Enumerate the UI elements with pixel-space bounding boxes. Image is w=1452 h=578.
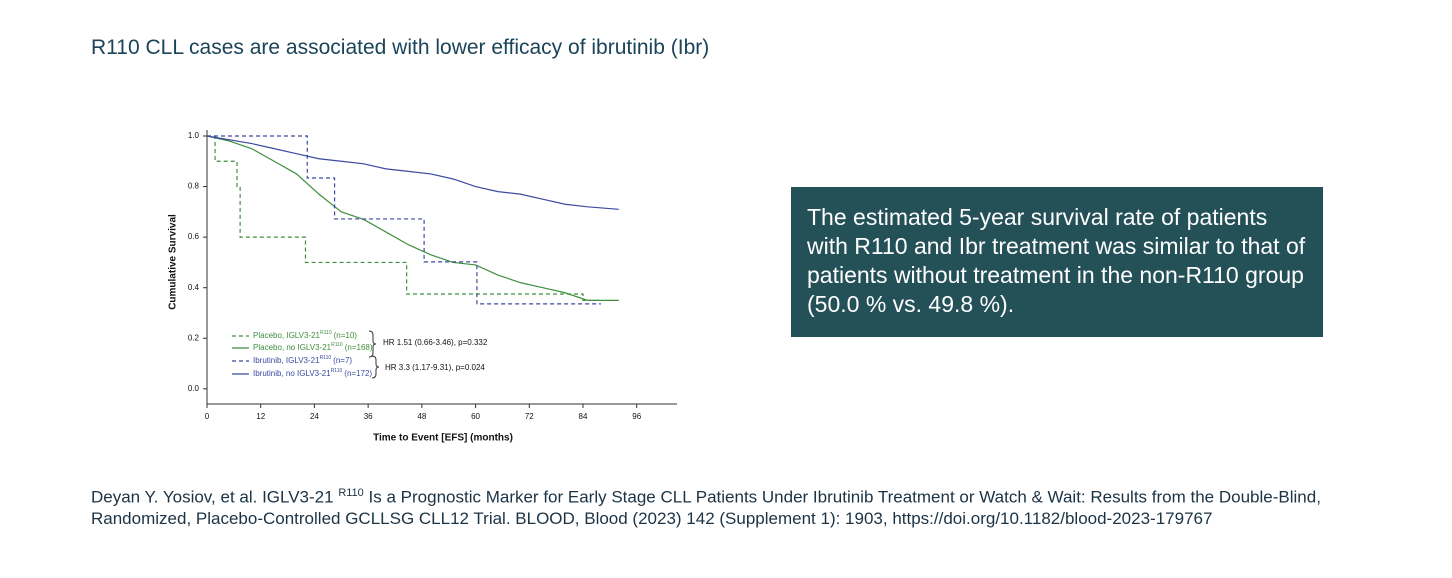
y-tick-label: 0.4 [188, 283, 200, 292]
legend-entry: Placebo, IGLV3-21R110 (n=10) [253, 330, 357, 340]
legend-superscript: R110 [320, 355, 332, 361]
x-axis-label: Time to Event [EFS] (months) [373, 433, 513, 444]
citation-superscript: R110 [338, 487, 364, 499]
citation-text: Is a Prognostic Marker for Early Stage C… [91, 487, 1321, 528]
citation: Deyan Y. Yosiov, et al. IGLV3-21 R110 Is… [91, 483, 1381, 529]
x-tick-label: 72 [525, 412, 534, 421]
legend-name: Ibrutinib, IGLV3-21 [253, 356, 320, 365]
x-tick-label: 36 [364, 412, 373, 421]
x-tick-label: 12 [256, 412, 265, 421]
annotation: HR 1.51 (0.66-3.46), p=0.332 [383, 338, 488, 347]
legend-superscript: R110 [331, 368, 343, 374]
y-tick-label: 1.0 [188, 131, 200, 140]
citation-text: Deyan Y. Yosiov, et al. IGLV3-21 [91, 487, 334, 507]
legend-entry: Ibrutinib, IGLV3-21R110 (n=7) [253, 355, 352, 365]
x-tick-label: 24 [310, 412, 319, 421]
legend-suffix: (n=168) [345, 343, 373, 352]
y-tick-label: 0.0 [188, 384, 200, 393]
legend-suffix: (n=7) [333, 356, 352, 365]
legend-entry: Ibrutinib, no IGLV3-21R110 (n=172) [253, 368, 372, 378]
legend-name: Ibrutinib, no IGLV3-21 [253, 369, 331, 378]
brace [368, 330, 377, 358]
y-tick-label: 0.2 [188, 333, 200, 342]
y-axis-label: Cumulative Survival [168, 214, 179, 310]
y-tick-label: 0.8 [188, 182, 200, 191]
survival-curve [207, 135, 601, 305]
x-tick-label: 60 [471, 412, 480, 421]
legend-name: Placebo, no IGLV3-21 [253, 343, 332, 352]
survival-curve [207, 135, 601, 301]
callout-box: The estimated 5-year survival rate of pa… [791, 187, 1323, 337]
x-tick-label: 84 [579, 412, 588, 421]
legend-superscript: R110 [331, 342, 343, 348]
legend-entry: Placebo, no IGLV3-21R110 (n=168) [253, 342, 373, 352]
legend-superscript: R110 [320, 330, 332, 336]
legend-suffix: (n=172) [344, 369, 372, 378]
chart: Time to Event [EFS] (months) Cumulative … [168, 130, 677, 444]
brace [371, 355, 380, 379]
x-tick-label: 48 [417, 412, 426, 421]
survival-curve [206, 135, 619, 301]
slide-title: R110 CLL cases are associated with lower… [91, 36, 710, 59]
legend-name: Placebo, IGLV3-21 [253, 331, 321, 340]
legend-suffix: (n=10) [334, 331, 358, 340]
x-tick-label: 96 [632, 412, 641, 421]
y-tick-label: 0.6 [188, 232, 200, 241]
annotation: HR 3.3 (1.17-9.31), p=0.024 [385, 363, 485, 372]
x-tick-label: 0 [205, 412, 210, 421]
survival-curve [206, 135, 619, 210]
